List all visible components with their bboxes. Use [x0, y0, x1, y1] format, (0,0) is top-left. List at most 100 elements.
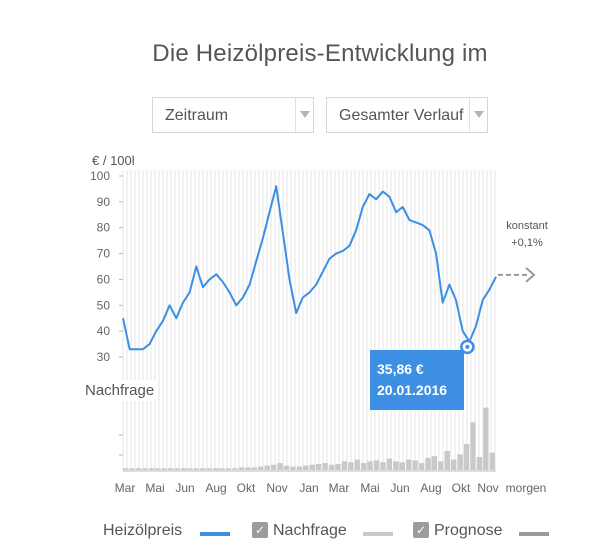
legend-demand-label[interactable]: Nachfrage — [273, 522, 347, 539]
demand-axis-label: Nachfrage — [82, 380, 158, 401]
y-tick-label: 40 — [97, 324, 111, 338]
demand-bar — [283, 465, 290, 470]
demand-bar — [270, 464, 277, 470]
demand-bar — [135, 468, 142, 470]
demand-bar — [206, 468, 213, 470]
demand-bar — [232, 468, 238, 470]
demand-bar — [360, 463, 367, 470]
demand-bar — [277, 463, 283, 470]
demand-bar — [405, 459, 412, 470]
demand-bar — [373, 460, 380, 470]
prognosis-annotation: konstant +0,1% — [498, 218, 556, 252]
forecast-arrow-icon — [525, 267, 536, 283]
demand-bar — [380, 462, 386, 470]
prognosis-direction: konstant — [506, 220, 548, 232]
x-tick-label: Aug — [205, 481, 226, 495]
demand-bar — [457, 454, 463, 470]
demand-bar — [309, 464, 315, 470]
chart-legend: Heizölpreis ✓ Nachfrage ✓ Prognose — [0, 520, 607, 546]
x-tick-label: Aug — [420, 481, 441, 495]
demand-bar — [174, 468, 180, 470]
chevron-down-icon[interactable] — [295, 98, 313, 132]
demand-bar — [444, 450, 450, 470]
demand-bar — [264, 465, 270, 470]
x-tick-label: Okt — [237, 481, 256, 495]
demand-bar — [348, 462, 354, 470]
demand-bar — [225, 468, 232, 470]
demand-bar — [315, 463, 322, 470]
legend-demand-swatch — [363, 532, 393, 536]
legend-prognosis-swatch — [519, 532, 549, 536]
demand-bar — [213, 468, 219, 470]
demand-bar — [393, 461, 399, 470]
demand-bar — [296, 466, 303, 470]
period-select-value: Zeitraum — [165, 107, 229, 124]
demand-bar — [450, 459, 457, 470]
demand-bar — [418, 463, 425, 470]
x-tick-label: Okt — [452, 481, 471, 495]
period-select[interactable]: Zeitraum — [152, 97, 314, 133]
y-tick-label: 100 — [90, 169, 110, 183]
x-tick-label: Mai — [360, 481, 379, 495]
demand-bar — [328, 464, 335, 470]
legend-price-swatch — [200, 532, 230, 536]
demand-bar — [200, 468, 206, 470]
x-tick-label: Nov — [266, 481, 287, 495]
demand-bar — [219, 468, 225, 470]
demand-bar — [303, 465, 309, 470]
x-tick-label: Jan — [299, 481, 318, 495]
demand-bar — [463, 444, 470, 470]
demand-bar — [476, 457, 483, 470]
demand-bar — [142, 468, 148, 470]
tooltip-price: 35,86 € — [377, 361, 424, 377]
demand-checkbox[interactable]: ✓ — [252, 522, 268, 538]
x-tick-label: Mai — [145, 481, 164, 495]
x-tick-label: Nov — [477, 481, 498, 495]
y-tick-label: 50 — [97, 298, 111, 312]
range-select-value: Gesamter Verlauf — [339, 107, 464, 124]
y-tick-label: 30 — [97, 350, 111, 364]
demand-bar — [193, 468, 200, 470]
demand-bar — [386, 458, 393, 470]
chevron-down-icon[interactable] — [469, 98, 487, 132]
x-tick-label: Jun — [390, 481, 409, 495]
demand-bar — [251, 467, 258, 470]
demand-bar — [168, 468, 174, 470]
prognosis-change: +0,1% — [511, 237, 543, 249]
demand-bar — [354, 459, 360, 470]
demand-bar — [258, 466, 264, 470]
x-tick-label: morgen — [506, 481, 547, 495]
demand-bar — [161, 468, 168, 470]
demand-bar — [123, 468, 129, 470]
demand-bar — [290, 466, 296, 470]
y-tick-label: 90 — [97, 195, 111, 209]
demand-bar — [335, 463, 341, 470]
price-tooltip: 35,86 € 20.01.2016 — [370, 350, 464, 410]
demand-bar — [187, 468, 193, 470]
y-tick-label: 70 — [97, 247, 111, 261]
x-tick-label: Mar — [329, 481, 350, 495]
demand-bar — [425, 457, 431, 470]
y-tick-label: 80 — [97, 221, 111, 235]
demand-bar — [431, 456, 438, 470]
demand-bar — [483, 407, 489, 470]
range-select[interactable]: Gesamter Verlauf — [326, 97, 488, 133]
page-title: Die Heizölpreis-Entwicklung im — [152, 40, 488, 67]
demand-bar — [438, 461, 444, 470]
demand-bar — [399, 462, 405, 470]
demand-bar — [489, 452, 495, 470]
x-tick-label: Jun — [175, 481, 194, 495]
prognosis-checkbox[interactable]: ✓ — [413, 522, 429, 538]
legend-price-label[interactable]: Heizölpreis — [103, 522, 183, 539]
y-tick-label: 60 — [97, 272, 111, 286]
y-axis-unit-label: € / 100l — [92, 153, 135, 168]
demand-bar — [245, 467, 251, 470]
demand-bar — [129, 468, 135, 470]
x-tick-label: Mar — [115, 481, 136, 495]
legend-prognosis-label[interactable]: Prognose — [434, 522, 503, 539]
demand-bar — [238, 467, 245, 470]
highlight-point-center — [465, 344, 470, 349]
demand-bar — [412, 460, 418, 470]
demand-bar — [155, 468, 161, 470]
